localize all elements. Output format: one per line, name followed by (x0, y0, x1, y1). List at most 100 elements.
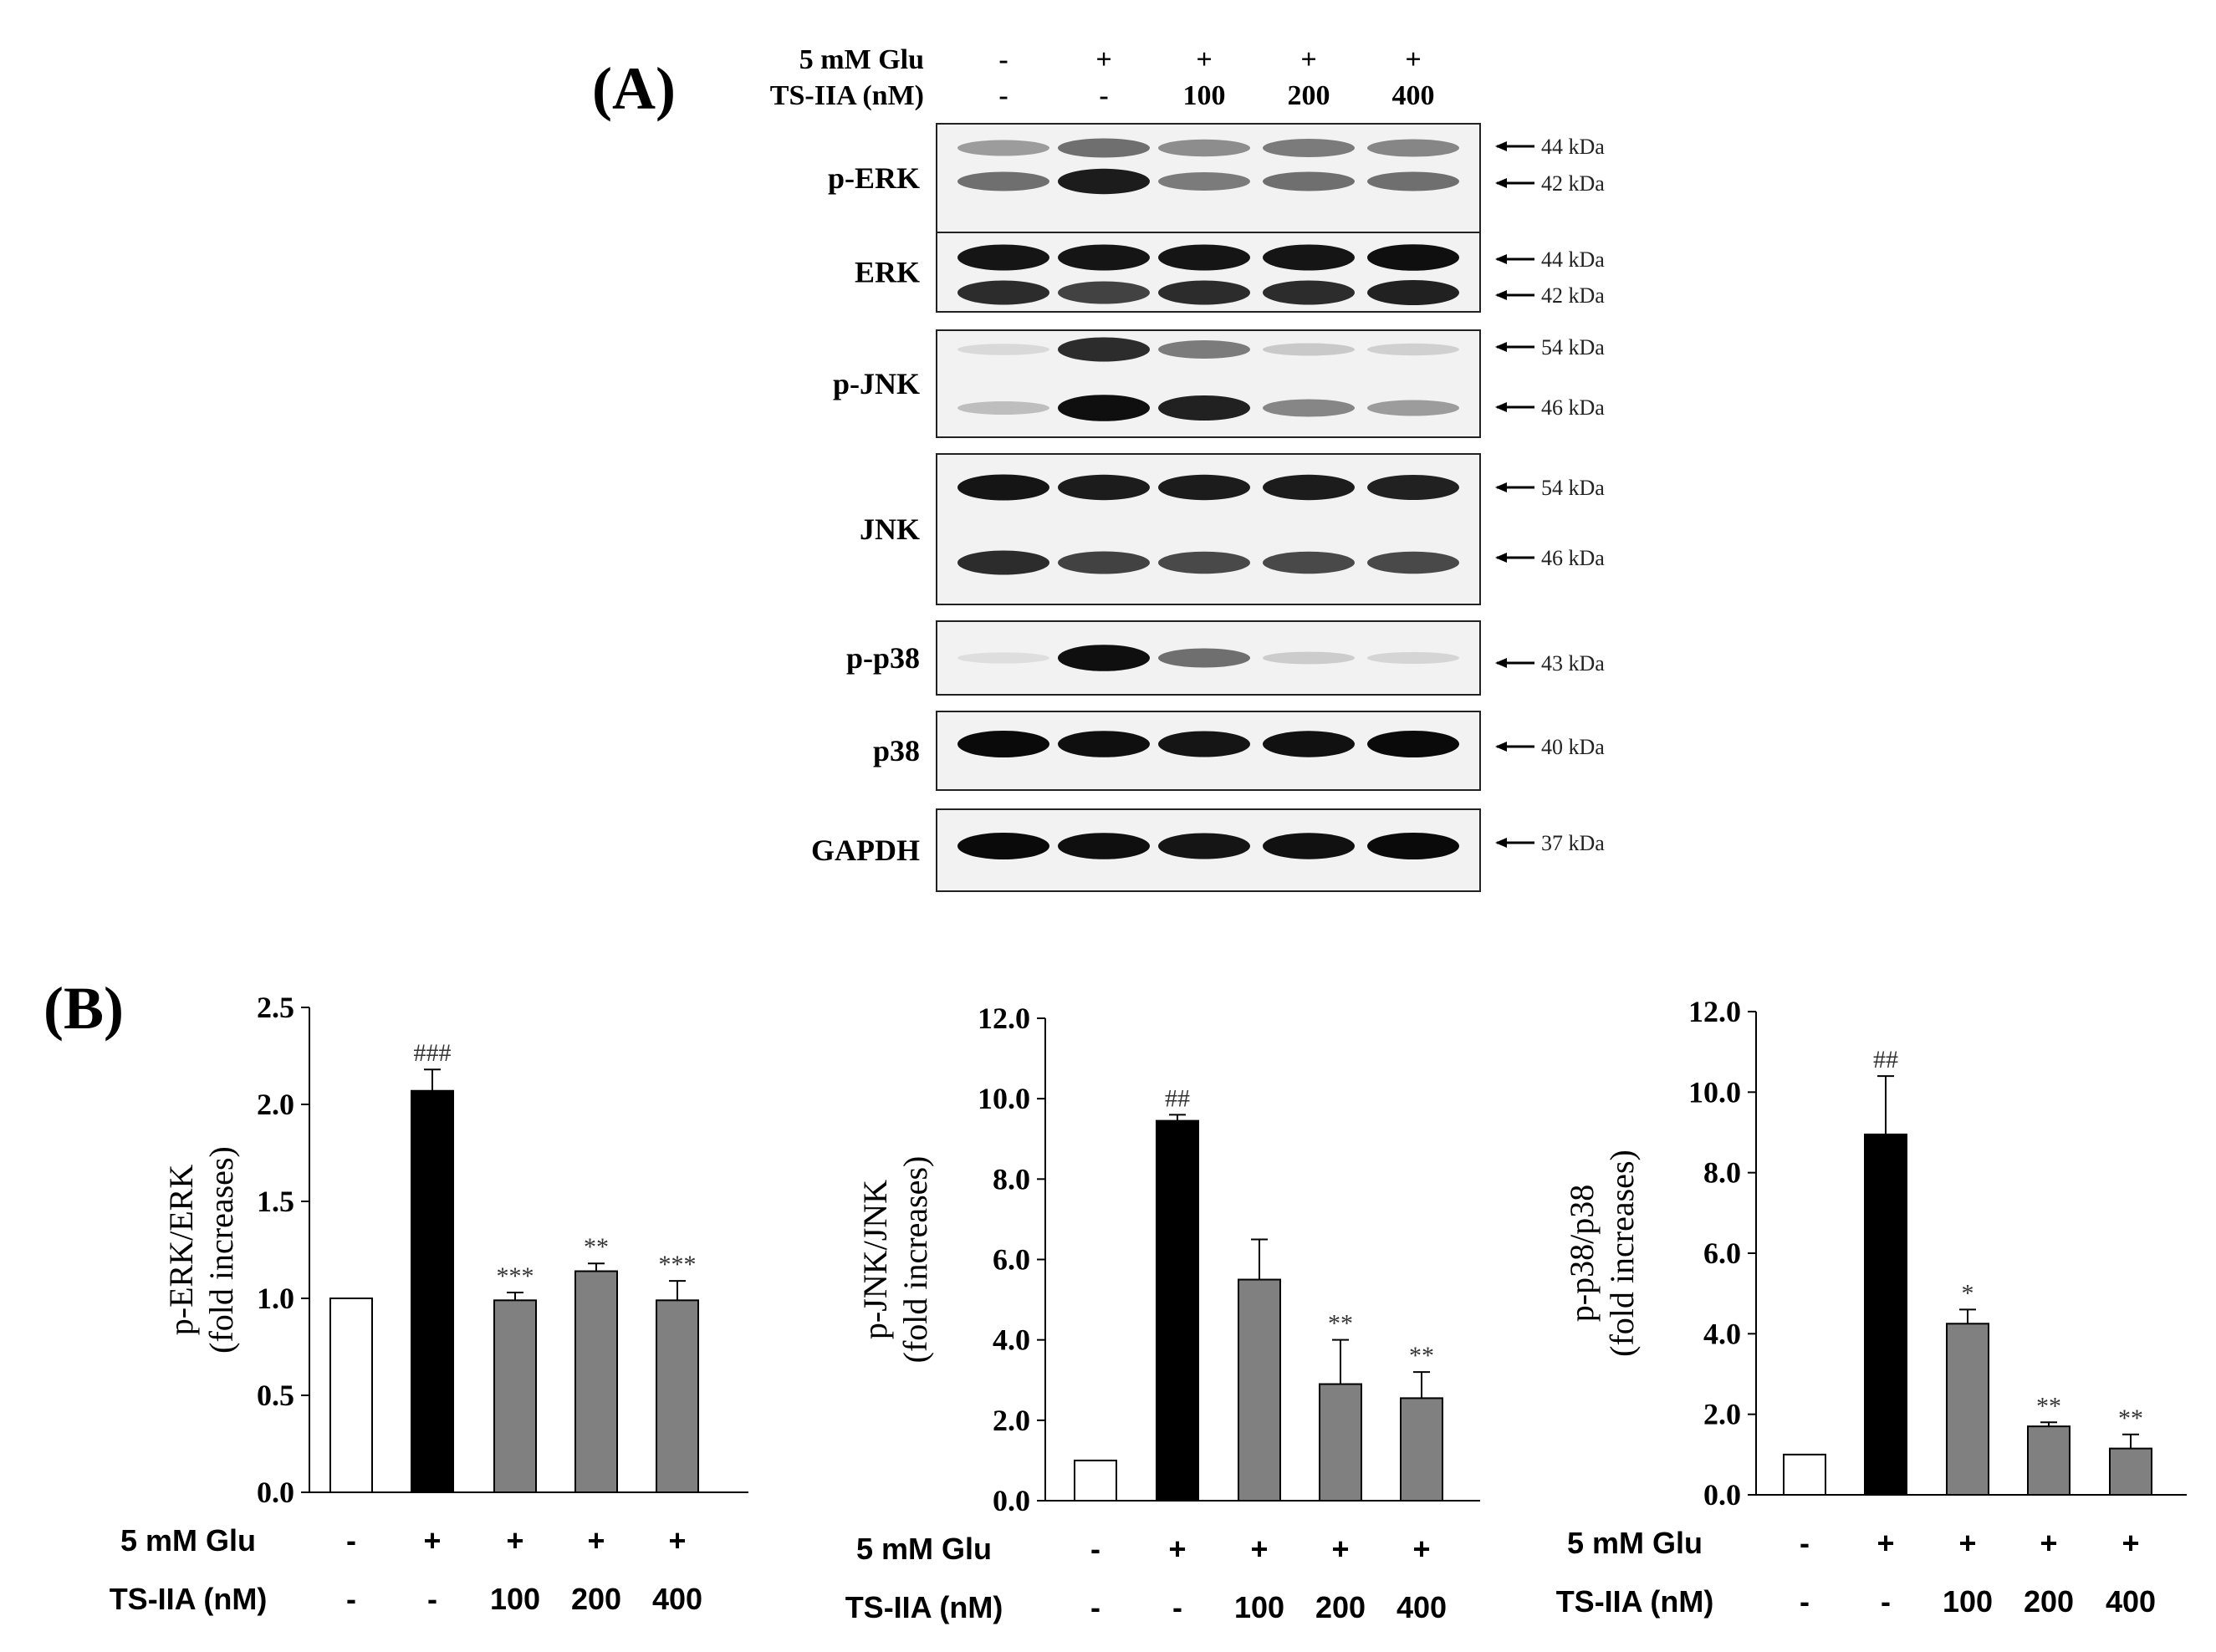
molecular-weight-marker: 44 kDa (1541, 135, 1605, 159)
y-tick-label: 8.0 (993, 1162, 1030, 1196)
treatment-value: - (1172, 1590, 1182, 1624)
blot-band (957, 171, 1049, 191)
bar-chart-2: 0.0 2.0 4.0 6.0 8.0 10.0 12.0 p-JNK/JNK (fold in… (845, 1002, 1480, 1624)
blot-band (1263, 474, 1355, 501)
bar (329, 1298, 373, 1493)
marker-arrowhead (1495, 742, 1507, 752)
bar (1946, 1323, 1989, 1496)
marker-arrowhead (1495, 342, 1507, 352)
panel-a-label: (A) (592, 55, 676, 122)
blot-protein-label: p-ERK (828, 161, 920, 195)
y-tick-label: 1.0 (257, 1282, 294, 1315)
blot-band (1367, 400, 1459, 416)
bar (493, 1299, 537, 1493)
treatment-value: + (506, 1523, 523, 1558)
blot-band (1058, 474, 1150, 501)
significance-marker: ## (1873, 1046, 1898, 1073)
bar-chart-1: 0.0 0.5 1.0 1.5 2.0 2.5 p-ERK/ERK (fold increas… (110, 991, 748, 1616)
blot-band (1158, 551, 1250, 574)
y-tick-label: 0.0 (257, 1476, 294, 1509)
blot-band (1263, 551, 1355, 574)
blot-header-value: 400 (1392, 80, 1435, 111)
blot-band (1058, 168, 1150, 195)
blot-header-value: + (1300, 44, 1316, 75)
bar-chart-3: 0.0 2.0 4.0 6.0 8.0 10.0 12.0 p-p38/p38 (fold in… (1556, 995, 2187, 1619)
y-tick-label: 12.0 (1688, 995, 1741, 1028)
bar (1864, 1133, 1907, 1496)
treatment-value: 100 (490, 1582, 540, 1616)
treatment-value: + (1876, 1526, 1894, 1560)
bar (1319, 1383, 1362, 1502)
blot-band (1158, 139, 1250, 157)
blot-p-p38: p-p38 43 kDa (846, 620, 1605, 696)
y-tick-label: 2.0 (1703, 1398, 1741, 1431)
bar (1156, 1119, 1199, 1502)
blot-header-label: 5 mM Glu (799, 44, 924, 75)
treatment-value: + (1331, 1532, 1349, 1566)
bar (1783, 1453, 1826, 1496)
y-tick-label: 6.0 (1703, 1236, 1741, 1270)
treatment-value: 200 (1315, 1590, 1366, 1624)
panel-a-western-blot: (A) 5 mM Glu - + + + + TS-IIA (nM) - - 100 200 400 p… (592, 44, 1605, 892)
treatment-value: 100 (1943, 1584, 1993, 1619)
significance-marker: ## (1165, 1084, 1190, 1112)
blot-band (1158, 474, 1250, 501)
treatment-value: - (346, 1582, 356, 1616)
molecular-weight-marker: 46 kDa (1541, 546, 1605, 570)
blot-band (1158, 172, 1250, 191)
marker-arrowhead (1495, 141, 1507, 151)
blot-erk: ERK 44 kDa 42 kDa (855, 232, 1605, 313)
treatment-value: 400 (1396, 1590, 1447, 1624)
treatment-value: 200 (2024, 1584, 2074, 1619)
blot-band (1058, 645, 1150, 671)
marker-arrowhead (1495, 838, 1507, 848)
treatment-value: - (1090, 1532, 1100, 1566)
marker-arrowhead (1495, 290, 1507, 300)
significance-marker: ### (414, 1039, 452, 1067)
treatment-value: + (1168, 1532, 1186, 1566)
treatment-value: 200 (571, 1582, 621, 1616)
significance-marker: ** (584, 1233, 609, 1261)
treatment-value: - (427, 1582, 437, 1616)
blot-band (957, 280, 1049, 305)
blot-band (1058, 731, 1150, 757)
molecular-weight-marker: 42 kDa (1541, 171, 1605, 196)
significance-marker: ** (1328, 1310, 1353, 1338)
treatment-value: + (1412, 1532, 1430, 1566)
blot-band (1058, 281, 1150, 304)
molecular-weight-marker: 44 kDa (1541, 247, 1605, 272)
bar (411, 1089, 454, 1493)
treatment-row-label: 5 mM Glu (1567, 1526, 1703, 1560)
blot-band (1058, 395, 1150, 421)
blot-band (1263, 139, 1355, 157)
significance-marker: ** (2118, 1405, 2143, 1432)
blot-band (1367, 475, 1459, 500)
blot-band (1367, 139, 1459, 157)
y-tick-label: 2.0 (257, 1088, 294, 1121)
blot-band (1367, 551, 1459, 574)
y-tick-label: 4.0 (993, 1323, 1030, 1357)
y-axis-label: p-p38/p38 (1563, 1185, 1601, 1322)
blot-p38: p38 40 kDa (873, 711, 1605, 791)
y-axis-label-sub: (fold increases) (202, 1146, 240, 1354)
blot-band (1158, 731, 1250, 757)
blot-protein-label: GAPDH (811, 834, 920, 867)
bar (656, 1299, 699, 1493)
blot-band (1263, 244, 1355, 271)
blot-band (1263, 343, 1355, 356)
panel-b-label: (B) (43, 975, 124, 1042)
molecular-weight-marker: 43 kDa (1541, 651, 1605, 676)
blot-header-label: TS-IIA (nM) (770, 80, 924, 111)
bar (1400, 1397, 1443, 1502)
blot-band (1058, 244, 1150, 271)
blot-header-value: - (998, 80, 1008, 111)
blot-band (957, 401, 1049, 415)
y-tick-label: 0.5 (257, 1379, 294, 1412)
blot-band (957, 833, 1049, 859)
y-tick-label: 1.5 (257, 1185, 294, 1218)
blot-p-jnk: p-JNK 54 kDa 46 kDa (833, 329, 1605, 438)
y-axis-label: p-JNK/JNK (856, 1180, 894, 1339)
blot-band (1367, 244, 1459, 271)
y-tick-label: 0.0 (993, 1484, 1030, 1517)
blot-band (1158, 648, 1250, 668)
